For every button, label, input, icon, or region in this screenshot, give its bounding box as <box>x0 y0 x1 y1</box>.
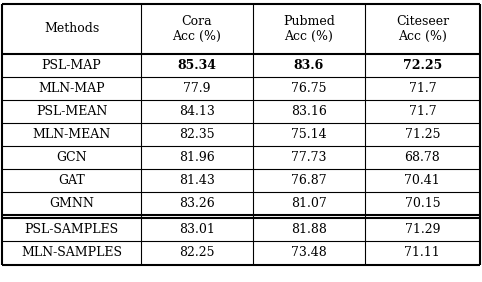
Text: 68.78: 68.78 <box>404 151 440 164</box>
Text: 71.7: 71.7 <box>409 105 436 118</box>
Text: 77.9: 77.9 <box>183 82 211 95</box>
Text: 83.6: 83.6 <box>294 59 324 72</box>
Text: PSL-MEAN: PSL-MEAN <box>36 105 107 118</box>
Text: 84.13: 84.13 <box>179 105 215 118</box>
Text: 77.73: 77.73 <box>291 151 327 164</box>
Text: 72.25: 72.25 <box>402 59 442 72</box>
Text: Pubmed
Acc (%): Pubmed Acc (%) <box>283 15 335 43</box>
Text: 73.48: 73.48 <box>291 246 327 259</box>
Text: MLN-MAP: MLN-MAP <box>38 82 105 95</box>
Text: 82.25: 82.25 <box>179 246 214 259</box>
Text: Citeseer
Acc (%): Citeseer Acc (%) <box>396 15 449 43</box>
Text: MLN-MEAN: MLN-MEAN <box>32 128 111 141</box>
Text: 70.15: 70.15 <box>404 197 440 210</box>
Text: PSL-MAP: PSL-MAP <box>42 59 102 72</box>
Text: 81.43: 81.43 <box>179 174 215 187</box>
Text: 71.29: 71.29 <box>404 223 440 236</box>
Text: 71.25: 71.25 <box>404 128 440 141</box>
Text: 83.26: 83.26 <box>179 197 215 210</box>
Text: 81.88: 81.88 <box>291 223 327 236</box>
Text: GMNN: GMNN <box>49 197 94 210</box>
Text: MLN-SAMPLES: MLN-SAMPLES <box>21 246 122 259</box>
Text: Cora
Acc (%): Cora Acc (%) <box>173 15 221 43</box>
Text: 76.75: 76.75 <box>291 82 327 95</box>
Text: 81.07: 81.07 <box>291 197 327 210</box>
Text: 76.87: 76.87 <box>291 174 327 187</box>
Text: Methods: Methods <box>44 22 99 36</box>
Text: 71.11: 71.11 <box>404 246 440 259</box>
Text: 82.35: 82.35 <box>179 128 214 141</box>
Text: 70.41: 70.41 <box>404 174 440 187</box>
Text: PSL-SAMPLES: PSL-SAMPLES <box>25 223 119 236</box>
Text: 83.16: 83.16 <box>291 105 327 118</box>
Text: 71.7: 71.7 <box>409 82 436 95</box>
Text: GCN: GCN <box>56 151 87 164</box>
Text: 75.14: 75.14 <box>291 128 327 141</box>
Text: GAT: GAT <box>58 174 85 187</box>
Text: 83.01: 83.01 <box>179 223 215 236</box>
Text: 81.96: 81.96 <box>179 151 215 164</box>
Text: 85.34: 85.34 <box>177 59 216 72</box>
